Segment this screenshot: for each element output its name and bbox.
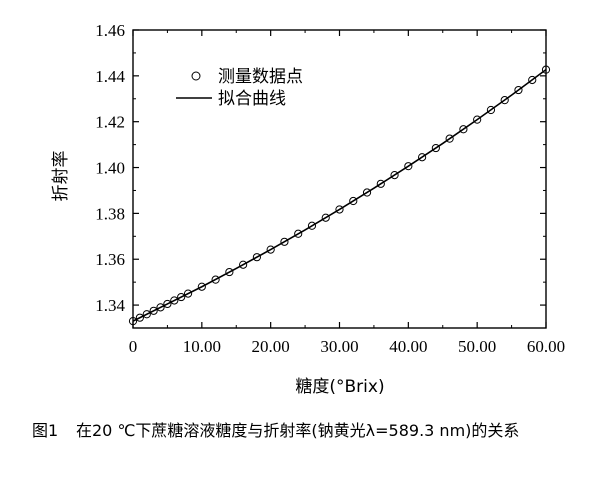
x-axis-title: 糖度(°Brix): [295, 377, 384, 397]
data-point: [156, 303, 165, 312]
data-point: [514, 85, 523, 95]
data-point: [335, 205, 344, 214]
data-point: [239, 260, 248, 269]
data-point: [473, 115, 482, 124]
data-point: [390, 171, 399, 180]
y-axis-title: 折射率: [51, 151, 71, 202]
data-point: [418, 153, 427, 162]
x-tick-label: 20.00: [252, 337, 290, 356]
x-tick-label: 50.00: [458, 337, 496, 356]
data-point: [252, 253, 261, 262]
data-point: [376, 179, 385, 188]
legend-marker-measured: [191, 71, 201, 81]
x-tick-label: 10.00: [183, 337, 221, 356]
y-tick-label: 1.36: [95, 250, 125, 269]
data-point: [197, 282, 206, 291]
data-point: [128, 317, 138, 326]
data-point: [541, 65, 551, 74]
legend-label-fit: 拟合曲线: [218, 89, 286, 109]
data-point: [362, 188, 372, 197]
plot-frame: [132, 29, 547, 329]
x-tick-label: 0: [129, 337, 138, 356]
data-point: [294, 229, 303, 238]
caption-text: 在20 ℃下蔗糖溶液糖度与折射率(钠黄光λ=589.3 nm)的关系: [76, 421, 520, 440]
data-point: [459, 125, 468, 134]
data-point: [445, 134, 454, 143]
data-point: [170, 296, 179, 305]
data-point: [280, 237, 289, 246]
data-point: [528, 75, 537, 85]
data-point: [307, 221, 317, 230]
refractive-index-chart: 0 10.00 20.00 30.00 40.00 50.00 60.00 1.34 1.36 1…: [51, 21, 565, 397]
data-point: [431, 143, 440, 153]
data-point: [349, 196, 358, 206]
y-tick-label: 1.34: [95, 296, 125, 315]
caption-number: 图1: [32, 421, 59, 440]
data-point: [135, 313, 144, 322]
data-point: [266, 245, 275, 254]
data-point: [211, 275, 220, 284]
x-tick-label: 60.00: [527, 337, 565, 356]
data-point: [177, 292, 186, 302]
data-point: [149, 306, 158, 315]
y-tick-label: 1.46: [95, 21, 125, 40]
data-point: [404, 162, 413, 171]
x-tick-label: 30.00: [320, 337, 358, 356]
data-point: [500, 96, 509, 105]
data-point: [163, 299, 172, 309]
figure-caption: 图1 在20 ℃下蔗糖溶液糖度与折射率(钠黄光λ=589.3 nm)的关系: [32, 418, 592, 444]
y-tick-label: 1.38: [95, 204, 125, 223]
legend: 测量数据点 拟合曲线: [176, 67, 303, 109]
data-point: [321, 213, 330, 222]
legend-label-measured: 测量数据点: [218, 67, 303, 87]
fit-curve: [132, 69, 547, 322]
data-point: [225, 267, 234, 277]
data-point: [486, 105, 496, 115]
y-tick-label: 1.40: [95, 159, 125, 178]
y-tick-label: 1.44: [95, 67, 125, 86]
data-point: [183, 289, 193, 298]
x-tick-label: 40.00: [389, 337, 427, 356]
data-point: [142, 310, 151, 319]
y-tick-label: 1.42: [95, 113, 125, 132]
